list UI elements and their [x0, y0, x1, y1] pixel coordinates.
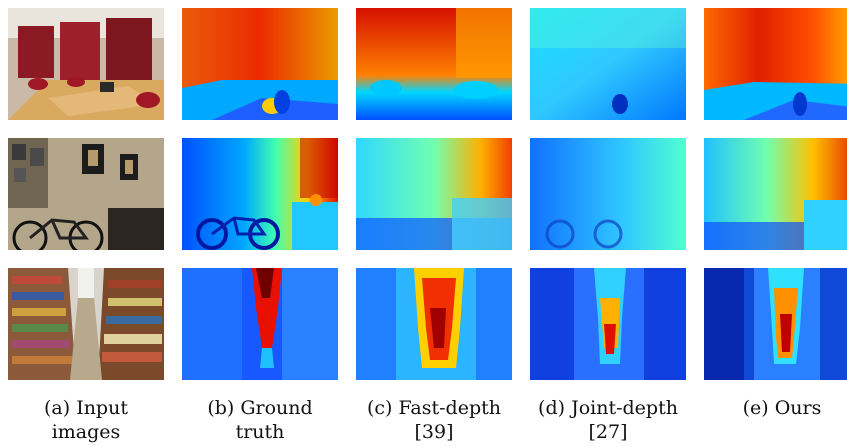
caption-line: images [51, 421, 121, 443]
row3-joint-depth [530, 268, 686, 380]
row1-fast-depth [356, 8, 512, 120]
row2-ours-depth [704, 138, 847, 250]
caption-line: [27] [588, 421, 628, 443]
row3-input-image [8, 268, 164, 380]
row2-input-image [8, 138, 164, 250]
caption-line: (c) Fast-depth [367, 397, 501, 419]
caption-joint-depth: (d) Joint-depth [27] [528, 396, 688, 444]
row3-fast-depth [356, 268, 512, 380]
row1-ours-depth [704, 8, 847, 120]
row2-fast-depth [356, 138, 512, 250]
caption-line: (a) Input [44, 397, 128, 419]
row1-ground-truth-depth [182, 8, 338, 120]
caption-input-images: (a) Input images [6, 396, 166, 444]
caption-ours: (e) Ours [702, 396, 847, 420]
row3-ours-depth [704, 268, 847, 380]
caption-line: (d) Joint-depth [538, 397, 678, 419]
caption-line: truth [235, 421, 285, 443]
caption-line: [39] [414, 421, 454, 443]
row1-joint-depth [530, 8, 686, 120]
row1-input-image [8, 8, 164, 120]
row2-joint-depth [530, 138, 686, 250]
row2-ground-truth-depth [182, 138, 338, 250]
caption-line: (b) Ground [207, 397, 313, 419]
caption-line: (e) Ours [742, 397, 822, 419]
caption-ground-truth: (b) Ground truth [180, 396, 340, 444]
caption-fast-depth: (c) Fast-depth [39] [354, 396, 514, 444]
row3-ground-truth-depth [182, 268, 338, 380]
